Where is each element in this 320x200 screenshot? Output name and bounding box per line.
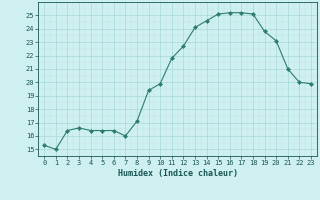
X-axis label: Humidex (Indice chaleur): Humidex (Indice chaleur) bbox=[118, 169, 238, 178]
